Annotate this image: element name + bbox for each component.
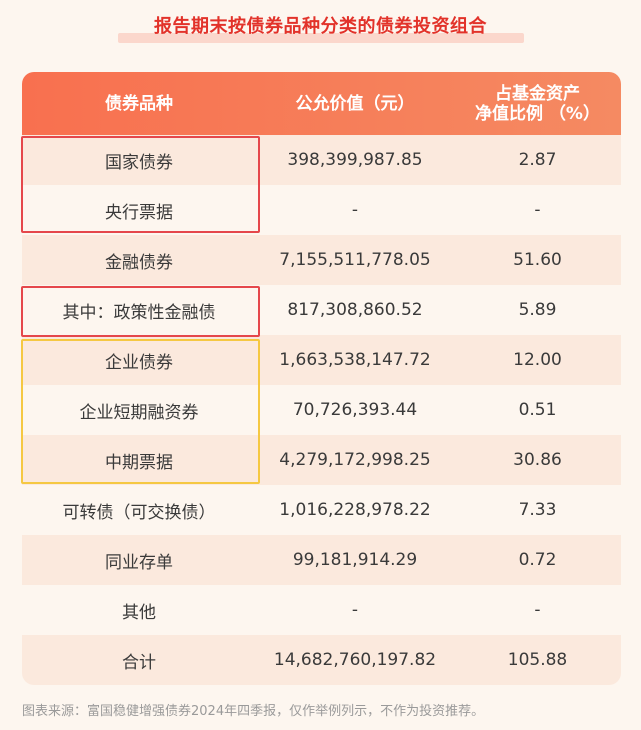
table-header: 债券品种 公允价值（元） 占基金资产 净值比例 （%） [22,72,621,135]
cell-nav-ratio: - [534,600,541,620]
cell-fair-value: 99,181,914.29 [292,550,418,570]
cell-nav-ratio: - [534,200,541,220]
cell-bond-type: 其中：政策性金融债 [62,302,216,323]
table-row: 其中：政策性金融债 817,308,860.52 5.89 [22,285,621,335]
highlight-frame-corporate [21,339,260,484]
title-wrap: 报告期末按债券品种分类的债券投资组合 [0,12,641,38]
table-row-total: 合计 14,682,760,197.82 105.88 [22,635,621,685]
table-row: 金融债券 7,155,511,778.05 51.60 [22,235,621,285]
table-row: 企业短期融资券 70,726,393.44 0.51 [22,385,621,435]
cell-nav-ratio: 30.86 [513,450,562,470]
header-nav-ratio-line1: 占基金资产 [494,83,580,104]
cell-bond-type: 企业短期融资券 [79,402,199,423]
table-row: 可转债（可交换债） 1,016,228,978.22 7.33 [22,485,621,535]
cell-fair-value: 70,726,393.44 [292,400,418,420]
cell-bond-type: 合计 [122,652,156,673]
header-nav-ratio-line2: 净值比例 （%） [475,103,600,124]
header-bond-type: 债券品种 [105,93,173,114]
cell-bond-type: 其他 [122,602,156,623]
table-row: 中期票据 4,279,172,998.25 30.86 [22,435,621,485]
cell-fair-value: - [351,600,359,620]
title-underline [118,33,524,43]
table-row: 央行票据 - - [22,185,621,235]
cell-nav-ratio: 5.89 [518,300,557,320]
cell-nav-ratio: 105.88 [507,650,568,670]
cell-fair-value: 1,663,538,147.72 [279,350,431,370]
cell-nav-ratio: 7.33 [518,500,557,520]
table-row: 其他 - - [22,585,621,635]
cell-bond-type: 央行票据 [105,202,173,223]
cell-bond-type: 同业存单 [105,552,173,573]
header-nav-ratio: 占基金资产 净值比例 （%） [454,72,621,135]
cell-nav-ratio: 51.60 [513,250,562,270]
page-title: 报告期末按债券品种分类的债券投资组合 [154,16,487,37]
cell-bond-type: 可转债（可交换债） [62,502,216,523]
highlight-frame-policy-financial [21,286,260,337]
cell-bond-type: 中期票据 [105,452,173,473]
table-row: 企业债券 1,663,538,147.72 12.00 [22,335,621,385]
cell-fair-value: 817,308,860.52 [287,300,423,320]
cell-fair-value: 1,016,228,978.22 [279,500,431,520]
cell-fair-value: 4,279,172,998.25 [279,450,431,470]
bond-portfolio-table: 债券品种 公允价值（元） 占基金资产 净值比例 （%） 国家债券 398,399… [22,72,621,685]
cell-bond-type: 企业债券 [105,352,173,373]
cell-nav-ratio: 0.51 [518,400,557,420]
cell-fair-value: 398,399,987.85 [287,150,423,170]
cell-bond-type: 金融债券 [105,252,173,273]
cell-nav-ratio: 12.00 [513,350,562,370]
table-row: 同业存单 99,181,914.29 0.72 [22,535,621,585]
source-footnote: 图表来源：富国稳健增强债券2024年四季报，仅作举例列示，不作为投资推荐。 [22,704,485,719]
cell-bond-type: 国家债券 [105,152,173,173]
table-row: 国家债券 398,399,987.85 2.87 [22,135,621,185]
highlight-frame-government [21,136,260,233]
cell-nav-ratio: 0.72 [518,550,557,570]
cell-nav-ratio: 2.87 [518,150,557,170]
cell-fair-value: 14,682,760,197.82 [273,650,437,670]
cell-fair-value: 7,155,511,778.05 [279,250,431,270]
cell-fair-value: - [351,200,359,220]
header-fair-value: 公允价值（元） [295,93,415,114]
